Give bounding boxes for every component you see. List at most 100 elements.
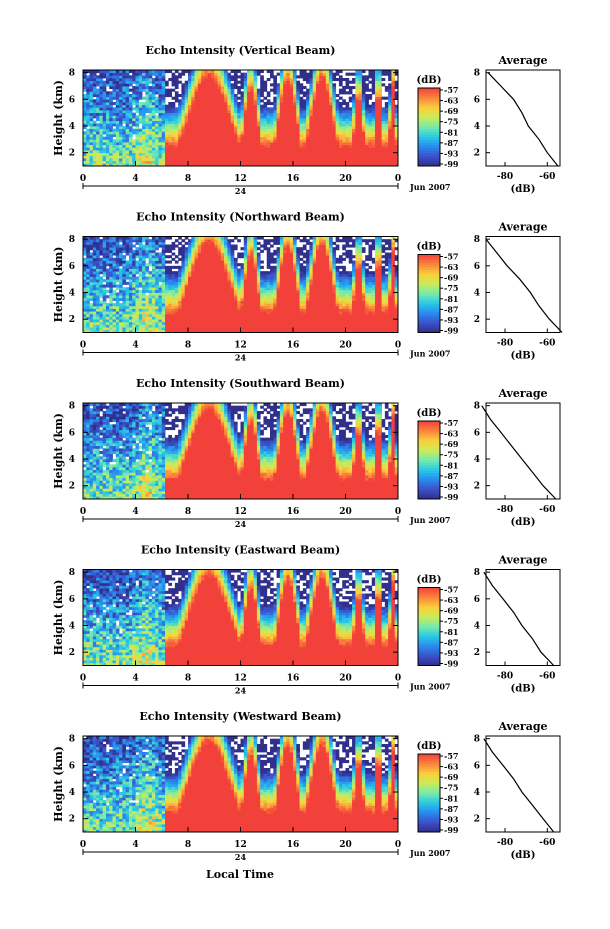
heatmap-cell (286, 139, 290, 142)
heatmap-cell (388, 102, 392, 105)
heatmap-cell (181, 91, 185, 94)
heatmap-cell (244, 158, 248, 161)
heatmap-cell (286, 115, 290, 118)
heatmap-cell (178, 303, 182, 306)
heatmap-cell (309, 123, 313, 126)
heatmap-cell (168, 317, 172, 320)
heatmap-cell (90, 105, 94, 108)
heatmap-cell (375, 78, 379, 81)
heatmap-cell (391, 129, 395, 132)
heatmap-cell (241, 271, 245, 274)
heatmap-cell (198, 317, 202, 320)
heatmap-cell (204, 293, 208, 296)
heatmap-cell (175, 129, 179, 132)
heatmap-cell (362, 145, 366, 148)
heatmap-cell (231, 155, 235, 158)
heatmap-cell (316, 150, 320, 153)
heatmap-cell (185, 258, 189, 261)
heatmap-cell (250, 73, 254, 76)
heatmap-cell (378, 155, 382, 158)
heatmap-cell (119, 253, 123, 256)
heatmap-cell (208, 274, 212, 277)
heatmap-cell (214, 97, 218, 100)
heatmap-cell (99, 75, 103, 78)
heatmap-cell (185, 113, 189, 116)
heatmap-cell (129, 242, 133, 245)
heatmap-cell (270, 118, 274, 121)
heatmap-cell (375, 99, 379, 102)
heatmap-cell (352, 155, 356, 158)
heatmap-cell (250, 121, 254, 124)
heatmap-cell (132, 150, 136, 153)
heatmap-cell (129, 250, 133, 253)
heatmap-cell (214, 121, 218, 124)
heatmap-cell (188, 271, 192, 274)
heatmap-cell (224, 293, 228, 296)
heatmap-cell (132, 269, 136, 272)
heatmap-cell (86, 322, 90, 325)
heatmap-cell (218, 150, 222, 153)
heatmap-cell (162, 253, 166, 256)
heatmap-cell (365, 105, 369, 108)
heatmap-cell (319, 91, 323, 94)
heatmap-cell (303, 161, 307, 164)
heatmap-cell (237, 91, 241, 94)
heatmap-cell (260, 134, 264, 137)
heatmap-cell (191, 258, 195, 261)
heatmap-cell (185, 99, 189, 102)
heatmap-cell (86, 285, 90, 288)
heatmap-cell (326, 126, 330, 129)
heatmap-cell (214, 319, 218, 322)
heatmap-cell (290, 129, 294, 132)
heatmap-cell (375, 113, 379, 116)
heatmap-cell (293, 150, 297, 153)
heatmap-cell (152, 155, 156, 158)
heatmap-cell (372, 115, 376, 118)
heatmap-cell (237, 97, 241, 100)
heatmap-cell (211, 242, 215, 245)
heatmap-cell (300, 102, 304, 105)
heatmap-cell (116, 325, 120, 328)
heatmap-cell (109, 102, 113, 105)
heatmap-cell (152, 303, 156, 306)
heatmap-cell (99, 279, 103, 282)
heatmap-cell (93, 161, 97, 164)
heatmap-cell (195, 107, 199, 110)
heatmap-cell (119, 150, 123, 153)
heatmap-cell (172, 73, 176, 76)
heatmap-cell (122, 155, 126, 158)
colorbar-swatch (418, 122, 440, 125)
heatmap-cell (234, 325, 238, 328)
heatmap-cell (113, 277, 117, 280)
heatmap-cell (152, 142, 156, 145)
heatmap-cell (165, 317, 169, 320)
heatmap-cell (339, 129, 343, 132)
heatmap-cell (342, 142, 346, 145)
heatmap-cell (122, 86, 126, 89)
heatmap-cell (237, 139, 241, 142)
heatmap-cell (113, 282, 117, 285)
heatmap-cell (224, 134, 228, 137)
heatmap-cell (139, 311, 143, 314)
heatmap-cell (286, 145, 290, 148)
heatmap-cell (375, 115, 379, 118)
heatmap-cell (323, 102, 327, 105)
heatmap-cell (218, 158, 222, 161)
heatmap-cell (136, 131, 140, 134)
heatmap-cell (227, 110, 231, 113)
heatmap-cell (241, 147, 245, 150)
panel-title: Echo Intensity (Northward Beam) (136, 211, 345, 224)
heatmap-cell (336, 110, 340, 113)
heatmap-cell (181, 322, 185, 325)
heatmap-cell (178, 253, 182, 256)
heatmap-cell (280, 78, 284, 81)
heatmap-cell (296, 81, 300, 84)
heatmap-cell (122, 161, 126, 164)
heatmap-cell (119, 94, 123, 97)
heatmap-cell (378, 139, 382, 142)
heatmap-cell (306, 81, 310, 84)
heatmap-cell (195, 258, 199, 261)
heatmap-cell (214, 123, 218, 126)
heatmap-cell (237, 317, 241, 320)
heatmap-cell (349, 131, 353, 134)
